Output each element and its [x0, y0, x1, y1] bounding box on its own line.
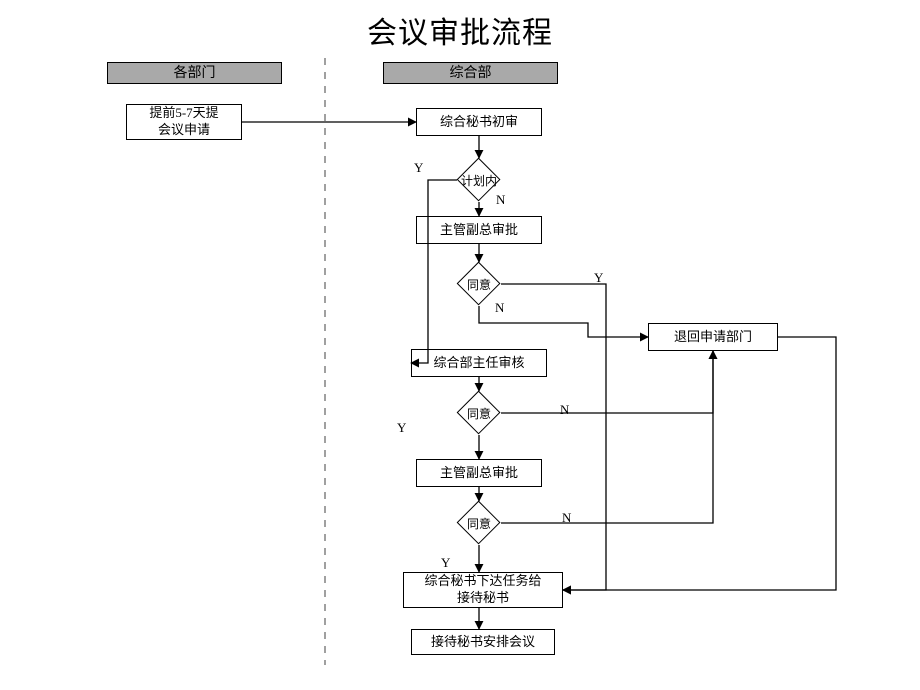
node-return-to-department: 退回申请部门 — [648, 323, 778, 351]
decision-agree-2: 同意 — [457, 391, 501, 435]
label-d3-no: N — [560, 402, 569, 418]
node-submit-request: 提前5-7天提会议申请 — [126, 104, 242, 140]
node-director-review: 综合部主任审核 — [411, 349, 547, 377]
decision-in-plan-label: 计划内 — [457, 158, 501, 202]
decision-in-plan: 计划内 — [457, 158, 501, 202]
label-d4-yes: Y — [441, 555, 450, 571]
decision-agree-3: 同意 — [457, 501, 501, 545]
label-d4-no: N — [562, 510, 571, 526]
decision-agree-2-label: 同意 — [457, 391, 501, 435]
node-assign-task: 综合秘书下达任务给接待秘书 — [403, 572, 563, 608]
node-deputy-approval-1: 主管副总审批 — [416, 216, 542, 244]
node-secretary-review: 综合秘书初审 — [416, 108, 542, 136]
node-arrange-meeting: 接待秘书安排会议 — [411, 629, 555, 655]
swimlane-header-general-office: 综合部 — [383, 62, 558, 84]
label-d1-no: N — [496, 192, 505, 208]
label-d1-yes: Y — [414, 160, 423, 176]
label-d2-yes: Y — [594, 270, 603, 286]
label-d2-no: N — [495, 300, 504, 316]
label-d3-yes: Y — [397, 420, 406, 436]
node-deputy-approval-2: 主管副总审批 — [416, 459, 542, 487]
swimlane-header-departments: 各部门 — [107, 62, 282, 84]
decision-agree-3-label: 同意 — [457, 501, 501, 545]
page-title: 会议审批流程 — [0, 8, 920, 52]
